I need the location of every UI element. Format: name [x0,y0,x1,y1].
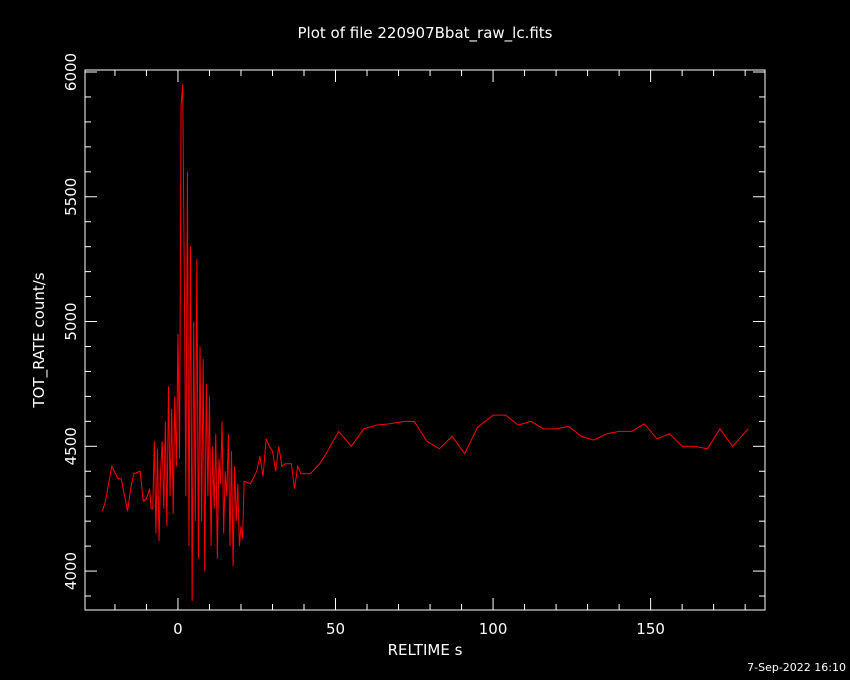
y-tick-label: 5500 [62,178,80,216]
y-tick-label: 6000 [62,53,80,91]
light-curve [101,84,749,602]
footer-timestamp: 7-Sep-2022 16:10 [747,661,846,674]
y-tick-label: 4000 [62,552,80,590]
y-tick-label: 4500 [62,427,80,465]
y-axis-label: TOT_RATE count/s [30,272,49,408]
x-tick-label: 150 [636,620,665,638]
x-tick-label: 100 [479,620,508,638]
y-tick-label: 5000 [62,302,80,340]
x-tick-label: 0 [173,620,183,638]
x-tick-label: 50 [326,620,345,638]
plot-frame [84,69,766,611]
x-axis-label: RELTIME s [388,641,463,659]
chart-title: Plot of file 220907Bbat_raw_lc.fits [298,24,553,43]
